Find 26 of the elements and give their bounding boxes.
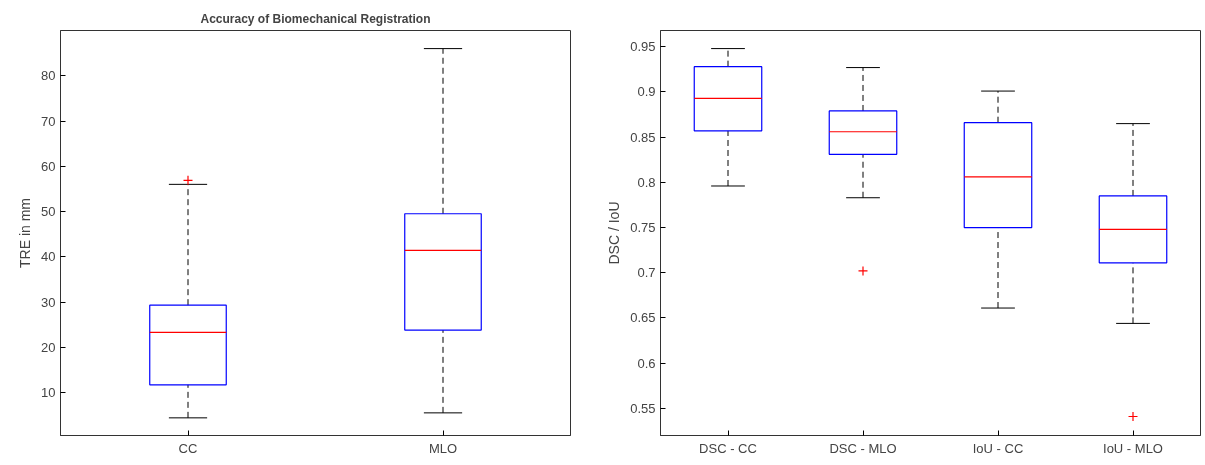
y-tick-label: 0.6 <box>637 355 656 371</box>
y-tick-label: 20 <box>41 339 56 355</box>
x-tick-label: DSC - CC <box>699 440 757 456</box>
y-tick-label: 70 <box>41 113 56 129</box>
y-tick-label: 60 <box>41 158 56 174</box>
y-tick-label: 0.7 <box>637 265 656 281</box>
x-tick-label: IoU - MLO <box>1103 440 1163 456</box>
x-tick-label: MLO <box>428 440 458 456</box>
y-tick-label: 10 <box>41 385 56 401</box>
y-tick-label: 0.85 <box>630 129 656 145</box>
y-tick-label: 0.65 <box>630 310 656 326</box>
y-tick-label: 0.9 <box>637 84 656 100</box>
y-tick-label: 0.75 <box>630 220 656 236</box>
y-tick-label: 50 <box>41 204 56 220</box>
y-tick-label: 0.55 <box>630 400 656 416</box>
y-axis-title: TRE in mm <box>17 198 34 268</box>
y-tick-label: 0.95 <box>630 39 656 55</box>
y-axis-title: DSC / IoU <box>606 201 623 265</box>
x-tick-label: CC <box>178 440 198 456</box>
chart-title: Accuracy of Biomechanical Registration <box>200 11 431 26</box>
x-tick-label: IoU - CC <box>972 440 1024 456</box>
y-tick-label: 30 <box>41 294 56 310</box>
y-tick-label: 0.8 <box>637 174 656 190</box>
y-tick-label: 80 <box>41 68 56 84</box>
x-tick-label: DSC - MLO <box>829 440 897 456</box>
y-tick-label: 40 <box>41 249 56 265</box>
